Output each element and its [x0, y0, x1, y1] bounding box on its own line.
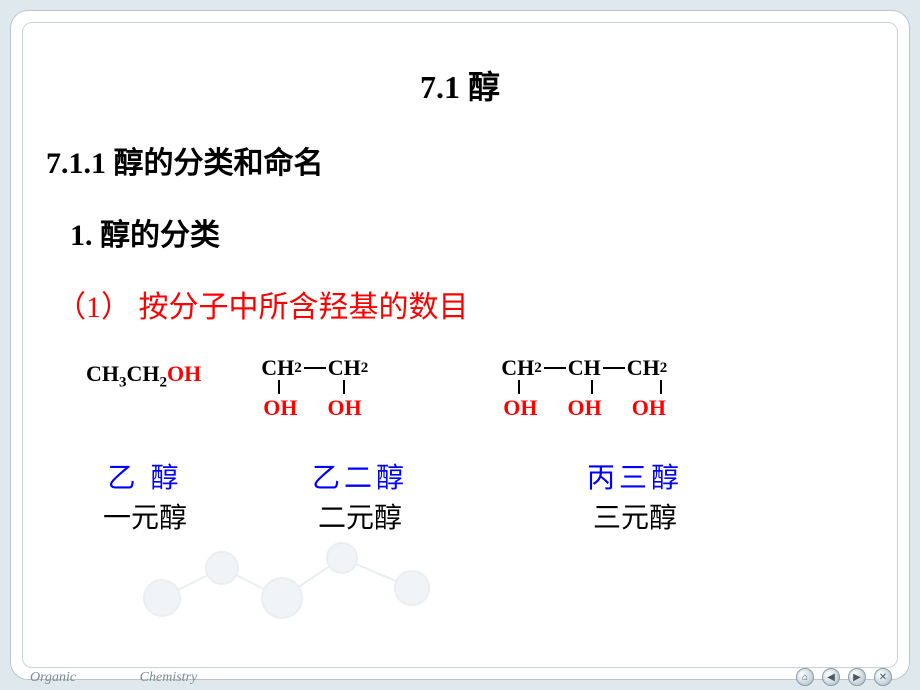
atom: CH: [568, 356, 601, 380]
nav-next-button[interactable]: ▶: [848, 668, 866, 686]
formula-row: CH3CH2OH CH2CH2 OH OH CH2CHCH2: [46, 356, 874, 420]
bond: [518, 380, 520, 394]
bond: [544, 367, 566, 369]
name-ethanol: 乙 醇: [90, 456, 200, 496]
class-di: 二元醇: [290, 496, 430, 536]
formula-ethanol: CH3CH2OH: [86, 356, 201, 420]
criterion-text: （1） 按分子中所含羟基的数目: [56, 282, 874, 326]
hydroxyl: OH: [263, 396, 297, 420]
atom: CH: [261, 356, 294, 380]
slide-inner-frame: 7.1 醇 7.1.1 醇的分类和命名 1. 醇的分类 （1） 按分子中所含羟基…: [22, 22, 898, 668]
sub: 3: [119, 374, 127, 390]
class-tri: 三元醇: [560, 496, 710, 536]
footer-left: Organic: [30, 670, 76, 685]
nav-prev-button[interactable]: ◀: [822, 668, 840, 686]
atom: CH: [627, 356, 660, 380]
footer-text: Organic Chemistry: [30, 670, 197, 686]
sub: 2: [160, 374, 168, 390]
class-mono: 一元醇: [90, 496, 200, 536]
hydroxyl: OH: [632, 396, 666, 420]
name-col-2: 乙二醇 二元醇: [290, 456, 430, 536]
hydroxyl: OH: [167, 361, 201, 386]
subsection-heading: 1. 醇的分类: [70, 210, 874, 254]
names-row: 乙 醇 一元醇 乙二醇 二元醇 丙三醇 三元醇: [46, 456, 874, 536]
bond: [591, 380, 593, 394]
name-col-1: 乙 醇 一元醇: [90, 456, 200, 536]
bond: [343, 380, 345, 394]
nav-close-button[interactable]: ✕: [874, 668, 892, 686]
slide-outer-frame: 7.1 醇 7.1.1 醇的分类和命名 1. 醇的分类 （1） 按分子中所含羟基…: [10, 10, 910, 680]
bond: [603, 367, 625, 369]
name-glycerol: 丙三醇: [560, 456, 710, 496]
bond: [660, 380, 662, 394]
bond: [304, 367, 326, 369]
formula-ethylene-glycol: CH2CH2 OH OH: [261, 356, 441, 420]
atom: CH: [127, 361, 160, 386]
section-heading: 7.1.1 醇的分类和命名: [46, 138, 874, 182]
atom: CH: [86, 361, 119, 386]
bond: [278, 380, 280, 394]
formula-glycerol: CH2CHCH2 OH OH OH: [501, 356, 761, 420]
slide-title: 7.1 醇: [46, 62, 874, 108]
hydroxyl: OH: [503, 396, 537, 420]
nav-home-button[interactable]: ⌂: [796, 668, 814, 686]
footer-right: Chemistry: [140, 670, 198, 685]
nav-buttons: ⌂ ◀ ▶ ✕: [796, 668, 892, 686]
atom: CH: [501, 356, 534, 380]
hydroxyl: OH: [327, 396, 361, 420]
name-glycol: 乙二醇: [290, 456, 430, 496]
name-col-3: 丙三醇 三元醇: [560, 456, 710, 536]
hydroxyl: OH: [567, 396, 601, 420]
atom: CH: [328, 356, 361, 380]
